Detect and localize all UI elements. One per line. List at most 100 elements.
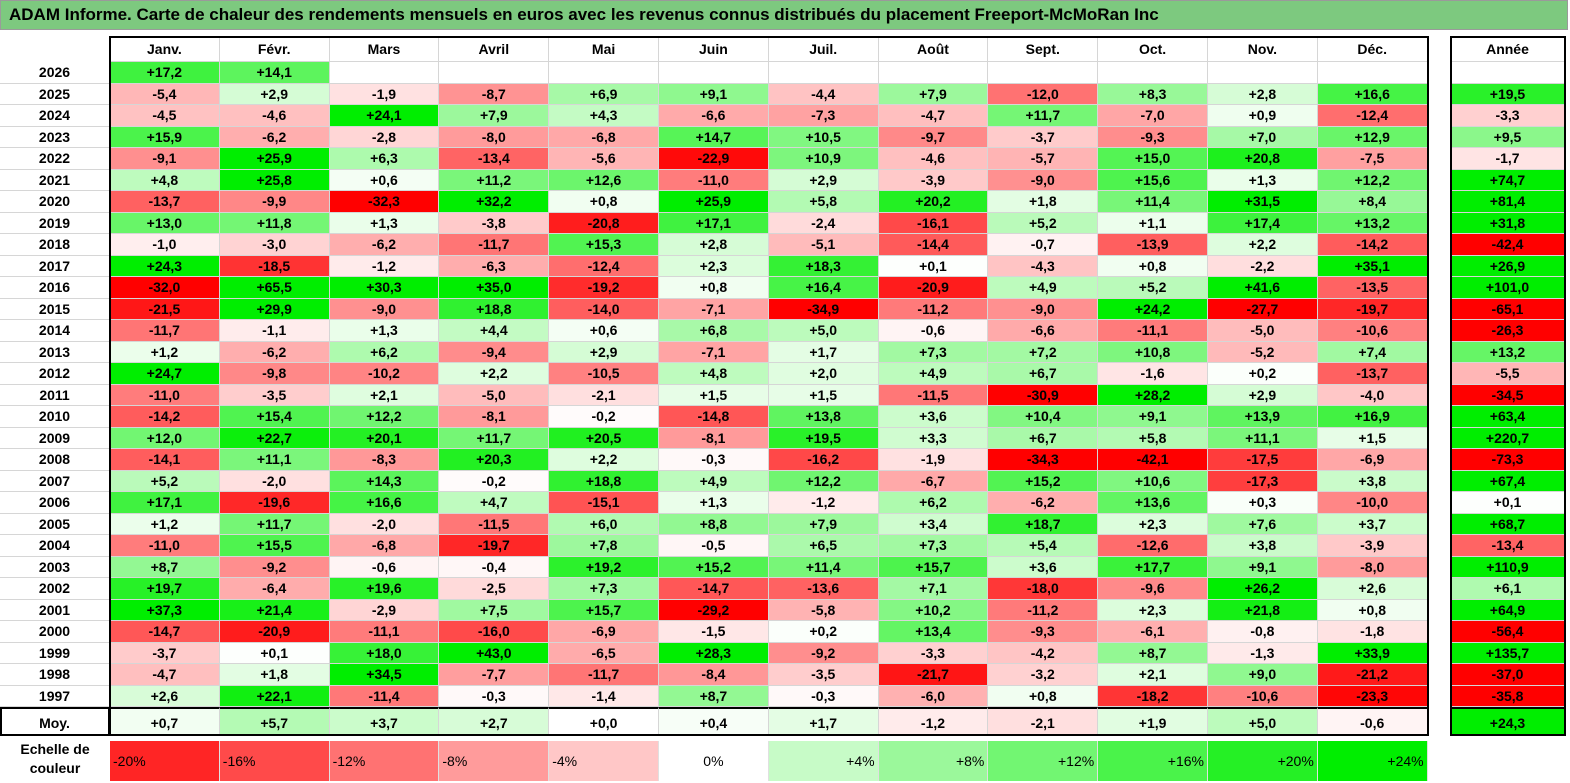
- heatmap-cell: +2,1: [1098, 664, 1208, 686]
- heatmap-cell: -9,3: [1098, 126, 1208, 148]
- heatmap-cell: +37,3: [110, 599, 220, 621]
- heatmap-cell: -1,8: [1317, 621, 1428, 643]
- heatmap-cell: -11,2: [988, 599, 1099, 621]
- heatmap-cell: -0,6: [878, 320, 989, 342]
- row-year-label: 2011: [0, 384, 110, 406]
- year-total-cell: +63,4: [1451, 406, 1565, 428]
- year-total-cell: +81,4: [1451, 191, 1565, 213]
- year-total-cell: [1451, 62, 1565, 84]
- average-cell: +0,0: [549, 707, 659, 735]
- heatmap-cell: -42,1: [1098, 449, 1208, 471]
- heatmap-cell: +18,3: [768, 255, 879, 277]
- row-year-label: 2008: [0, 449, 110, 471]
- year-total-cell: +26,9: [1451, 255, 1565, 277]
- heatmap-cell: +13,4: [878, 621, 989, 643]
- heatmap-cell: +13,8: [768, 406, 879, 428]
- heatmap-cell: +6,7: [988, 363, 1099, 385]
- heatmap-cell: +2,2: [439, 363, 550, 385]
- heatmap-cell: +20,1: [329, 427, 440, 449]
- heatmap-cell: +15,6: [1098, 169, 1208, 191]
- heatmap-cell: +15,3: [549, 234, 659, 256]
- heatmap-cell: +5,2: [1098, 277, 1208, 299]
- row-year-label: 2022: [0, 148, 110, 170]
- heatmap-cell: +2,6: [1317, 578, 1428, 600]
- heatmap-cell: +25,9: [659, 191, 769, 213]
- heatmap-cell: +6,3: [329, 148, 440, 170]
- heatmap-cell: +34,5: [329, 664, 440, 686]
- heatmap-cell: -2,2: [1208, 255, 1318, 277]
- heatmap-cell: +17,7: [1098, 556, 1208, 578]
- heatmap-cell: +10,6: [1098, 470, 1208, 492]
- heatmap-cell: -21,7: [878, 664, 989, 686]
- heatmap-cell: +5,0: [768, 320, 879, 342]
- heatmap-cell: -6,9: [1317, 449, 1428, 471]
- heatmap-cell: [329, 62, 440, 84]
- year-total-cell: +220,7: [1451, 427, 1565, 449]
- heatmap-cell: +1,1: [1098, 212, 1208, 234]
- heatmap-cell: +7,5: [439, 599, 550, 621]
- heatmap-cell: -0,2: [439, 470, 550, 492]
- heatmap-cell: +15,9: [110, 126, 220, 148]
- heatmap-cell: +12,6: [549, 169, 659, 191]
- heatmap-cell: +1,3: [329, 320, 440, 342]
- heatmap-cell: +6,9: [549, 83, 659, 105]
- row-year-label: 2015: [0, 298, 110, 320]
- heatmap-cell: -11,7: [110, 320, 220, 342]
- heatmap-cell: -11,0: [110, 384, 220, 406]
- heatmap-cell: +16,6: [329, 492, 440, 514]
- heatmap-cell: +4,7: [439, 492, 550, 514]
- heatmap-cell: +31,5: [1208, 191, 1318, 213]
- heatmap-cell: +24,7: [110, 363, 220, 385]
- heatmap-cell: +16,9: [1317, 406, 1428, 428]
- heatmap-cell: -8,7: [439, 83, 550, 105]
- heatmap-cell: -9,2: [219, 556, 330, 578]
- heatmap-cell: -16,1: [878, 212, 989, 234]
- row-year-label: 2010: [0, 406, 110, 428]
- heatmap-cell: -1,9: [878, 449, 989, 471]
- year-total-cell: +68,7: [1451, 513, 1565, 535]
- heatmap-cell: +2,1: [329, 384, 440, 406]
- heatmap-cell: +24,1: [329, 105, 440, 127]
- heatmap-cell: -8,3: [329, 449, 440, 471]
- year-total-cell: -56,4: [1451, 621, 1565, 643]
- heatmap-cell: +6,2: [878, 492, 989, 514]
- heatmap-cell: +11,7: [219, 513, 330, 535]
- year-total-cell: +110,9: [1451, 556, 1565, 578]
- heatmap-cell: +3,7: [1317, 513, 1428, 535]
- average-cell: -0,6: [1317, 707, 1428, 735]
- heatmap-cell: -14,1: [110, 449, 220, 471]
- row-year-label: 2002: [0, 578, 110, 600]
- row-year-label: 2000: [0, 621, 110, 643]
- heatmap-cell: -3,7: [988, 126, 1099, 148]
- heatmap-cell: -11,5: [439, 513, 550, 535]
- heatmap-cell: -10,2: [329, 363, 440, 385]
- heatmap-cell: +25,9: [219, 148, 330, 170]
- heatmap-cell: -13,4: [439, 148, 550, 170]
- heatmap-cell: +15,7: [549, 599, 659, 621]
- heatmap-cell: -2,5: [439, 578, 550, 600]
- heatmap-cell: -4,6: [219, 105, 330, 127]
- heatmap-cell: +2,3: [659, 255, 769, 277]
- heatmap-cell: -3,8: [439, 212, 550, 234]
- heatmap-cell: -14,2: [1317, 234, 1428, 256]
- heatmap-cell: +22,1: [219, 685, 330, 707]
- heatmap-cell: -1,3: [1208, 642, 1318, 664]
- heatmap-cell: -14,8: [659, 406, 769, 428]
- heatmap-cell: +10,8: [1098, 341, 1208, 363]
- year-total-cell: -35,8: [1451, 685, 1565, 707]
- year-total-cell: +74,7: [1451, 169, 1565, 191]
- heatmap-cell: -18,5: [219, 255, 330, 277]
- heatmap-cell: +8,3: [1098, 83, 1208, 105]
- heatmap-cell: +9,1: [1208, 556, 1318, 578]
- legend-swatch: +20%: [1208, 741, 1318, 781]
- heatmap-cell: -9,8: [219, 363, 330, 385]
- heatmap-cell: -0,3: [768, 685, 879, 707]
- year-total-cell: +6,1: [1451, 578, 1565, 600]
- heatmap-cell: -30,9: [988, 384, 1099, 406]
- heatmap-cell: +11,4: [768, 556, 879, 578]
- heatmap-cell: +43,0: [439, 642, 550, 664]
- legend-swatch: -16%: [219, 741, 330, 781]
- heatmap-cell: +5,8: [768, 191, 879, 213]
- heatmap-cell: -18,2: [1098, 685, 1208, 707]
- heatmap-cell: +0,3: [1208, 492, 1318, 514]
